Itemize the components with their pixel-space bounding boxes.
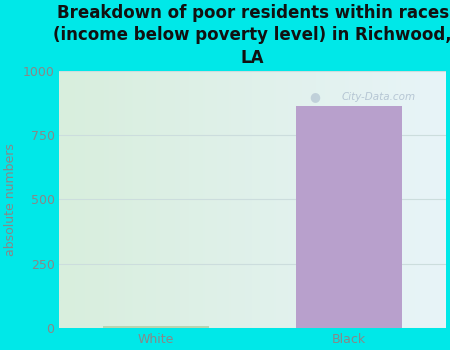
Bar <box>103 326 209 328</box>
Bar <box>296 106 402 328</box>
Title: Breakdown of poor residents within races
(income below poverty level) in Richwoo: Breakdown of poor residents within races… <box>54 4 450 66</box>
Y-axis label: absolute numbers: absolute numbers <box>4 143 17 256</box>
Text: ●: ● <box>309 90 320 103</box>
Text: City-Data.com: City-Data.com <box>342 92 416 102</box>
